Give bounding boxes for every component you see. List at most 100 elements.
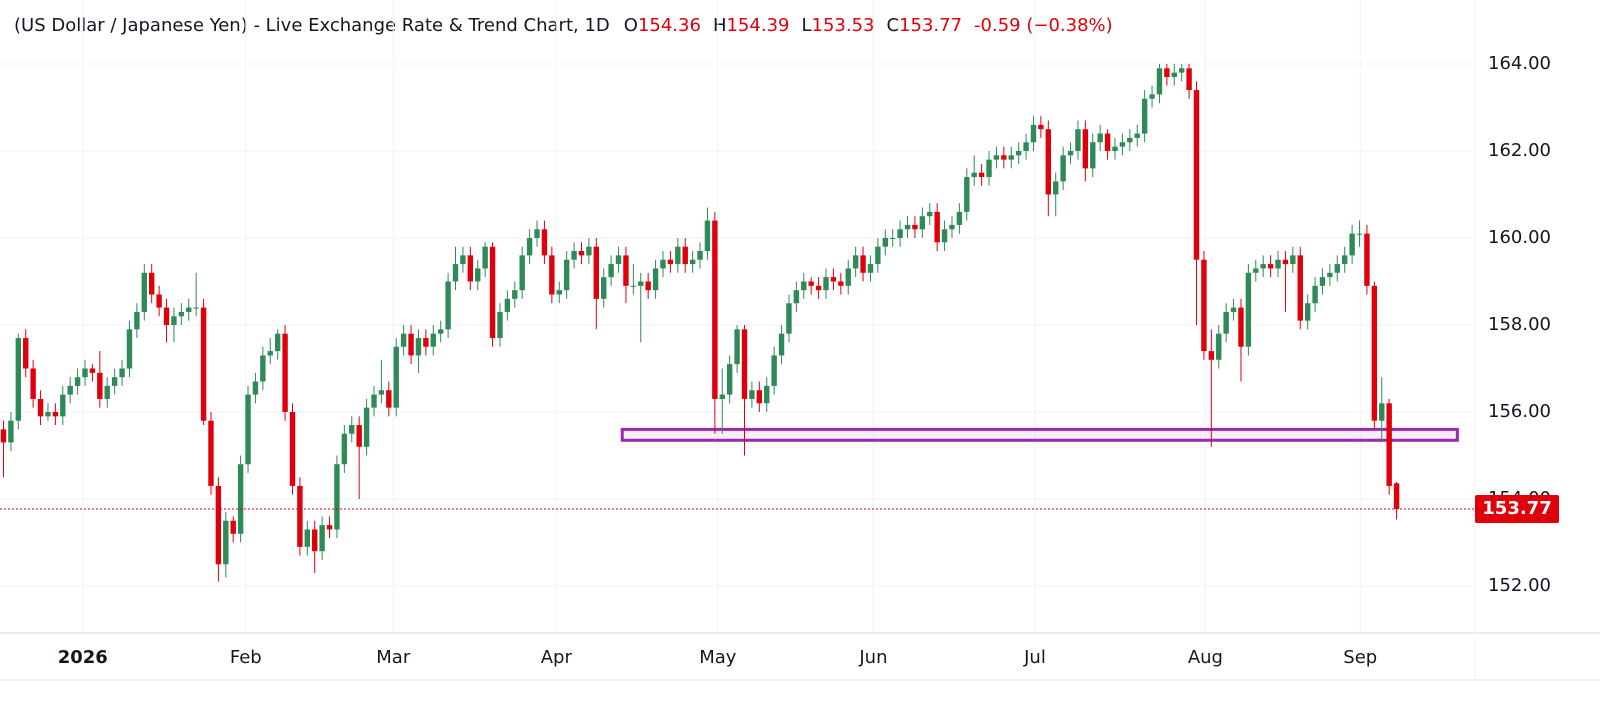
candle-body bbox=[1371, 285, 1378, 421]
candle-body bbox=[956, 211, 963, 225]
candle-body bbox=[941, 229, 948, 243]
candle-body bbox=[978, 172, 985, 178]
candle-body bbox=[778, 333, 785, 356]
candle-body bbox=[1349, 233, 1355, 256]
candle-body bbox=[660, 259, 666, 269]
candle-body bbox=[638, 281, 644, 286]
candle-body bbox=[771, 355, 777, 386]
candle-body bbox=[534, 229, 540, 238]
ohlc-value: 153.77 bbox=[899, 15, 962, 36]
candle-body bbox=[400, 333, 407, 347]
candle-body bbox=[111, 377, 118, 386]
candle-body bbox=[904, 224, 911, 230]
candle-body bbox=[927, 211, 933, 217]
last-price-box bbox=[1475, 495, 1559, 524]
candle-body bbox=[341, 433, 348, 465]
candle-body bbox=[1312, 285, 1318, 304]
candle-body bbox=[497, 311, 503, 339]
candle-body bbox=[1260, 264, 1266, 269]
candle-body bbox=[852, 255, 859, 269]
candle-body bbox=[919, 216, 926, 230]
candle-body bbox=[1008, 155, 1014, 160]
candle-body bbox=[1386, 403, 1392, 486]
candle-body bbox=[1223, 311, 1229, 334]
candle-body bbox=[1201, 259, 1207, 352]
candle-body bbox=[689, 259, 696, 265]
candle-body bbox=[104, 385, 110, 399]
candle-body bbox=[623, 255, 629, 286]
candle-body bbox=[1267, 264, 1274, 269]
candle-body bbox=[593, 246, 599, 299]
candle-body bbox=[363, 407, 370, 447]
candle-body bbox=[423, 338, 429, 347]
candle-body bbox=[838, 281, 844, 286]
candle-body bbox=[749, 390, 755, 399]
candle-body bbox=[282, 333, 288, 412]
y-tick-label: 162.00 bbox=[1488, 140, 1551, 161]
candle-body bbox=[815, 285, 822, 291]
candle-body bbox=[860, 255, 866, 273]
candle-body bbox=[252, 381, 259, 395]
y-tick-label: 164.00 bbox=[1488, 53, 1551, 74]
candle-body bbox=[297, 485, 303, 547]
x-tick-label: Jun bbox=[858, 647, 887, 668]
candle-body bbox=[186, 307, 192, 312]
candle-body bbox=[1030, 124, 1037, 143]
support-zone bbox=[620, 427, 1459, 442]
candle-body bbox=[237, 464, 244, 534]
candle-body bbox=[667, 259, 674, 265]
candle-body bbox=[1164, 68, 1170, 78]
candle-body bbox=[1060, 155, 1066, 182]
candle-body bbox=[74, 377, 81, 386]
candle-body bbox=[897, 229, 903, 238]
candle-body bbox=[445, 281, 451, 330]
header: (US Dollar / Japanese Yen) - Live Exchan… bbox=[14, 15, 1113, 36]
candle-body bbox=[541, 229, 548, 256]
candle-body bbox=[1356, 233, 1363, 235]
change: -0.59 (−0.38%) bbox=[974, 15, 1113, 36]
candle-body bbox=[971, 172, 977, 178]
candle-body bbox=[586, 246, 592, 256]
candle-body bbox=[1379, 403, 1385, 421]
candle-body bbox=[986, 159, 992, 178]
candle-body bbox=[1171, 72, 1177, 78]
candle-body bbox=[1216, 333, 1222, 360]
candle-body bbox=[475, 268, 481, 282]
candle-body bbox=[563, 259, 570, 291]
ohlc-value: 153.53 bbox=[812, 15, 875, 36]
candle-body bbox=[15, 338, 22, 421]
candle-body bbox=[786, 303, 792, 334]
candle-body bbox=[1297, 255, 1303, 321]
candle-body bbox=[704, 220, 711, 252]
candle-body bbox=[1075, 129, 1081, 151]
ohlc-key: H bbox=[713, 15, 727, 36]
y-tick-label: 160.00 bbox=[1488, 227, 1551, 248]
candle-body bbox=[519, 255, 525, 291]
candle-body bbox=[504, 298, 511, 312]
candle-body bbox=[208, 420, 214, 486]
candle-body bbox=[734, 329, 740, 365]
candle-body bbox=[319, 525, 325, 552]
candle-body bbox=[230, 520, 236, 534]
candle-body bbox=[1238, 307, 1244, 347]
candle-body bbox=[652, 268, 659, 291]
candle-body bbox=[1230, 307, 1237, 312]
x-tick-label: Sep bbox=[1343, 647, 1377, 668]
candle-body bbox=[1156, 68, 1163, 95]
candle-body bbox=[1253, 268, 1259, 273]
candle-body bbox=[163, 307, 170, 325]
candle-body bbox=[712, 220, 718, 399]
candle-body bbox=[1082, 129, 1089, 169]
candle-body bbox=[119, 368, 125, 378]
candle-body bbox=[1178, 68, 1185, 73]
candle-body bbox=[549, 255, 555, 295]
candle-body bbox=[489, 246, 496, 339]
x-tick-label: Mar bbox=[376, 647, 411, 668]
candle-body bbox=[615, 255, 622, 265]
candle-body bbox=[571, 251, 577, 260]
candle-body bbox=[964, 177, 970, 212]
candle-body bbox=[1141, 98, 1148, 134]
candle-body bbox=[601, 277, 607, 299]
candle-body bbox=[912, 224, 918, 230]
